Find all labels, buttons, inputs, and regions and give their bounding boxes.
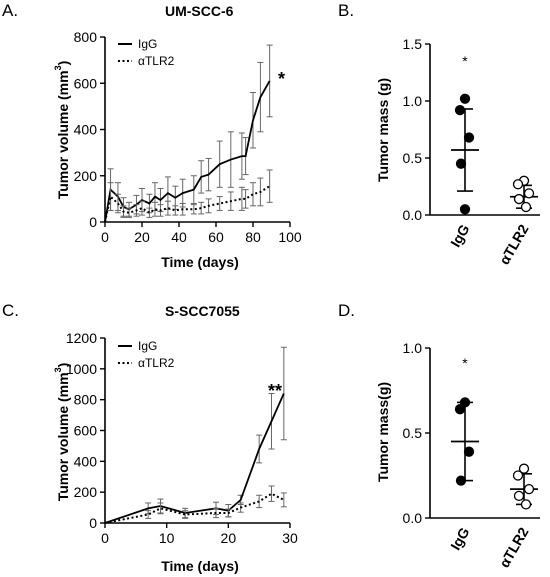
series-line (104, 393, 285, 524)
y-tick-label: 1000 (66, 361, 97, 377)
group-igg (451, 93, 479, 215)
y-axis-label: Tumor volume (mm3) (53, 363, 71, 502)
data-point (523, 483, 535, 495)
y-tick-label: 0.5 (403, 150, 423, 166)
y-tick-label: 1200 (66, 330, 97, 346)
y-tick-label: 600 (74, 75, 98, 91)
y-tick-label: 600 (74, 423, 98, 439)
x-tick-label: 10 (159, 530, 175, 546)
y-axis-label-text: Tumor volume (mm (55, 70, 71, 199)
y-tick-label: 0 (89, 515, 97, 531)
data-point (463, 132, 475, 143)
x-tick-label: 100 (278, 229, 302, 245)
data-point (455, 475, 467, 486)
y-tick-label: 0.0 (403, 207, 423, 223)
data-point (523, 188, 535, 199)
category-label: αTLR2 (496, 221, 532, 267)
x-tick-label: 0 (101, 229, 109, 245)
legend-label: αTLR2 (138, 356, 175, 370)
data-point (512, 179, 524, 190)
y-tick-label: 0.0 (403, 510, 423, 526)
panel-c: C. S-SCC7055 0 200 400 600 800 1000 1200 0 10 20 30 T… (2, 301, 298, 574)
x-tick-label: 80 (245, 229, 261, 245)
x-tick-label: 20 (221, 530, 237, 546)
group-atlr2 (510, 175, 538, 213)
panel-letter: D. (338, 301, 355, 320)
legend-label: IgG (138, 339, 157, 353)
chart-title: UM-SCC-6 (165, 3, 234, 19)
data-point (459, 93, 471, 104)
y-tick-label: 1.0 (403, 340, 423, 356)
series-atlr2 (104, 485, 287, 524)
data-point (463, 446, 475, 457)
significance-marker: * (462, 355, 468, 371)
panel-b: B. 0.0 0.5 1.0 1.5 Tumor mass (g) IgG αTLR2 * (338, 1, 540, 267)
panel-letter: B. (338, 1, 354, 20)
category-label: αTLR2 (496, 524, 532, 570)
series-line (104, 185, 271, 223)
series-atlr2 (104, 169, 273, 223)
category-label: IgG (447, 524, 473, 552)
data-point (455, 158, 467, 169)
data-point (459, 397, 471, 408)
x-axis-label: Time (days) (161, 558, 239, 574)
y-axis-label: Tumor volume (mm3) (53, 61, 71, 200)
x-tick-label: 0 (101, 530, 109, 546)
significance-marker: * (278, 69, 285, 89)
significance-marker: * (462, 53, 468, 69)
x-tick-label: 60 (208, 229, 224, 245)
category-label: IgG (447, 221, 473, 249)
panel-letter: A. (2, 1, 18, 20)
y-axis-label-sup: 3 (53, 367, 63, 372)
x-axis-label: Time (days) (161, 254, 239, 270)
y-axis-label-text: Tumor volume (mm (55, 372, 71, 501)
data-point (454, 404, 466, 415)
panel-a: A. UM-SCC-6 0 200 400 600 800 0 20 40 60 80 100 Time … (2, 1, 302, 270)
data-point (454, 104, 466, 116)
data-point (520, 499, 532, 510)
y-tick-label: 800 (74, 29, 98, 45)
data-point (459, 204, 471, 215)
y-axis-label-close: ) (55, 363, 71, 368)
series-line (104, 80, 271, 223)
y-tick-label: 1.5 (403, 36, 423, 52)
legend-label: IgG (138, 37, 157, 51)
y-tick-label: 1.0 (403, 93, 423, 109)
y-tick-label: 0 (89, 214, 97, 230)
x-tick-label: 20 (134, 229, 150, 245)
significance-marker: ** (268, 381, 282, 401)
panel-d: D. 0.0 0.5 1.0 Tumor mass(g) IgG αTLR2 * (338, 301, 540, 570)
x-tick-label: 40 (171, 229, 187, 245)
group-igg (451, 397, 479, 486)
y-axis-label-sup: 3 (53, 65, 63, 70)
y-axis-label-close: ) (55, 61, 71, 66)
chart-title: S-SCC7055 (165, 303, 240, 319)
legend-label: αTLR2 (138, 54, 175, 68)
data-point (513, 193, 525, 205)
data-point (513, 490, 525, 502)
y-tick-label: 200 (74, 484, 98, 500)
data-point (520, 201, 532, 213)
y-tick-label: 400 (74, 122, 98, 138)
y-axis-label: Tumor mass(g) (375, 382, 391, 482)
y-tick-label: 200 (74, 168, 98, 184)
y-tick-label: 0.5 (403, 425, 423, 441)
data-point (518, 463, 530, 474)
y-axis-label: Tumor mass (g) (375, 78, 391, 182)
panel-letter: C. (2, 301, 19, 320)
y-tick-label: 800 (74, 392, 98, 408)
data-point (512, 470, 524, 481)
group-atlr2 (510, 463, 538, 510)
x-tick-label: 30 (282, 530, 298, 546)
series-line (104, 492, 285, 524)
series-igg (104, 44, 273, 223)
y-tick-label: 400 (74, 453, 98, 469)
